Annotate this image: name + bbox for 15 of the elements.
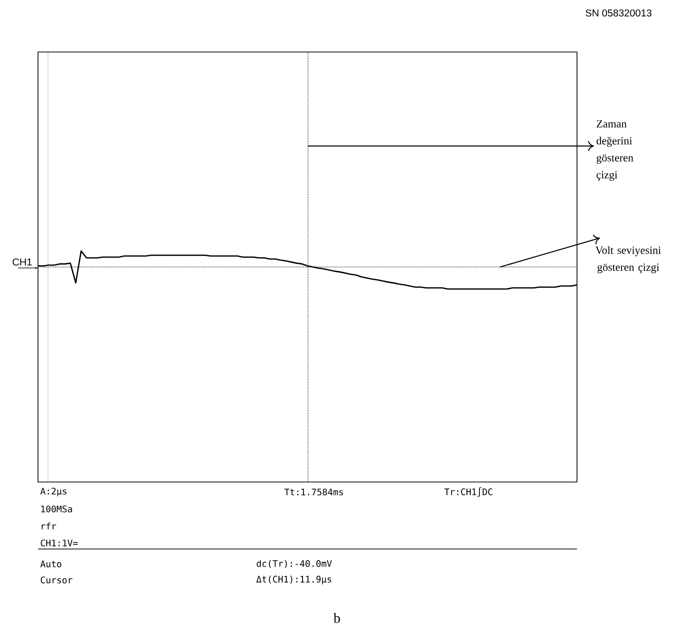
text: CH1 (12, 258, 32, 266)
text: CH1:1V= (40, 540, 78, 546)
text: Auto (40, 560, 62, 568)
text: A:2µs (40, 488, 66, 496)
ref-line-label: Volt seviyesini gösteren çizgi (595, 246, 661, 274)
text: b (334, 613, 340, 623)
text: Cursor (40, 576, 72, 584)
text: Tt:1.7584ms (284, 488, 343, 496)
text: SN 058320013 (586, 9, 652, 17)
text: Zaman değerini gösteren çizgi (596, 120, 634, 181)
text: 100MSa (41, 506, 72, 512)
text: dc(Tr):-40.0mV (256, 560, 332, 568)
text: rfr (42, 522, 56, 530)
text: Δt(CH1):11.9µs (256, 576, 332, 584)
text: Tr:CH1∫DC (444, 487, 492, 497)
